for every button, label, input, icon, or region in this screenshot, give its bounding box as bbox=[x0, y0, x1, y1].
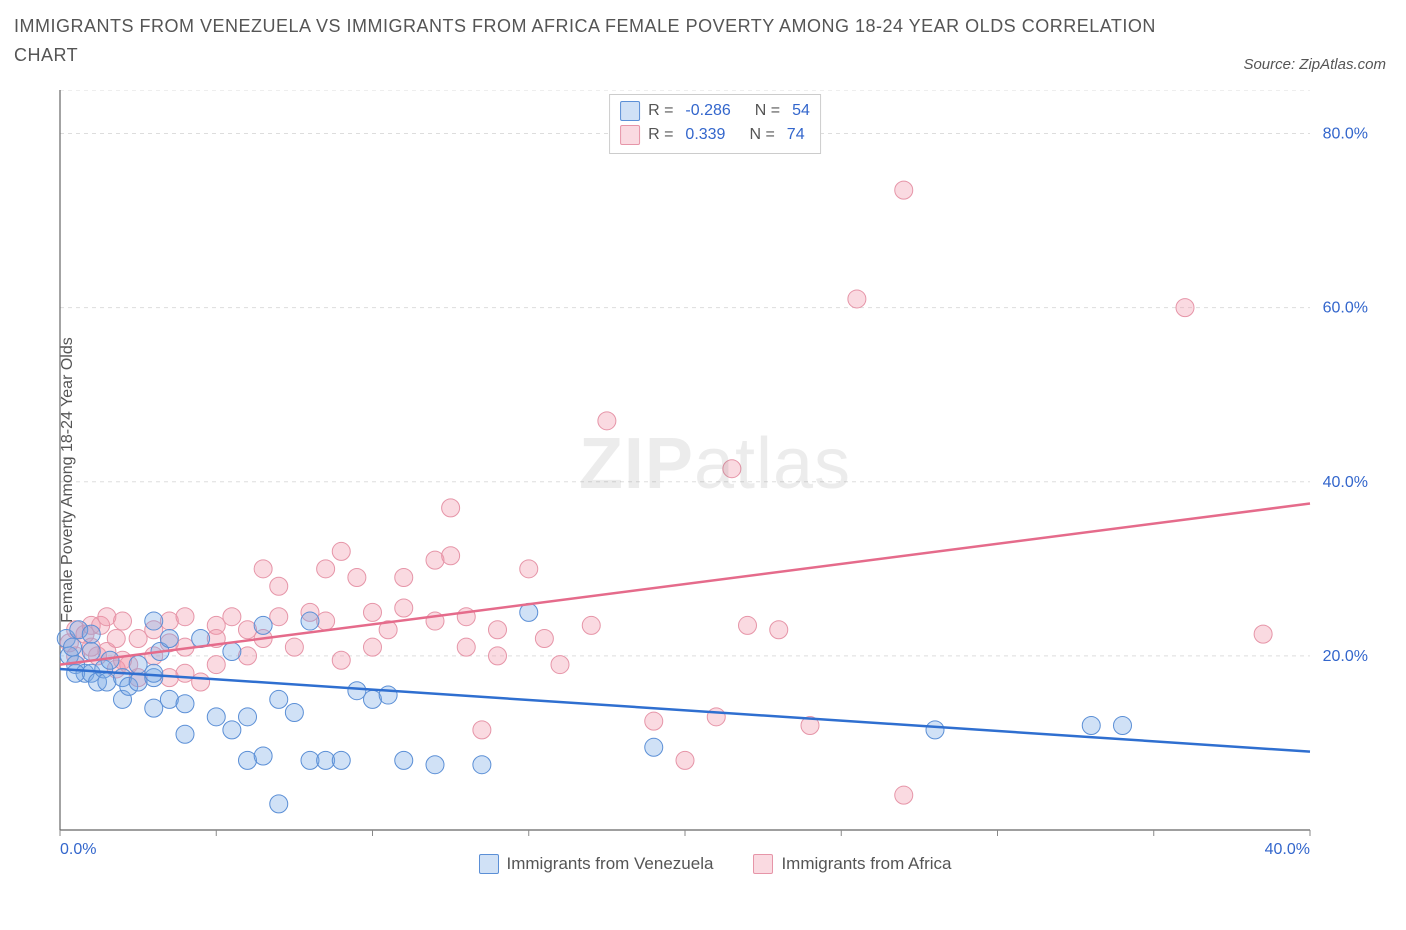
r-value-africa: 0.339 bbox=[685, 123, 725, 147]
r-label: R = bbox=[648, 99, 673, 123]
n-value-venezuela: 54 bbox=[792, 99, 810, 123]
legend-row-venezuela: R = -0.286 N = 54 bbox=[620, 99, 810, 123]
swatch-venezuela bbox=[479, 854, 499, 874]
swatch-africa bbox=[620, 125, 640, 145]
legend-item-venezuela: Immigrants from Venezuela bbox=[479, 854, 714, 874]
source-label: Source: ZipAtlas.com bbox=[1243, 56, 1386, 73]
chart-container: IMMIGRANTS FROM VENEZUELA VS IMMIGRANTS … bbox=[0, 0, 1406, 930]
legend-row-africa: R = 0.339 N = 74 bbox=[620, 123, 810, 147]
y-axis-label: Female Poverty Among 18-24 Year Olds bbox=[59, 337, 77, 623]
series-label-africa: Immigrants from Africa bbox=[781, 854, 951, 874]
svg-text:60.0%: 60.0% bbox=[1323, 300, 1368, 317]
swatch-venezuela bbox=[620, 101, 640, 121]
n-value-africa: 74 bbox=[787, 123, 805, 147]
r-value-venezuela: -0.286 bbox=[685, 99, 730, 123]
scatter-chart: 0.0%40.0%20.0%40.0%60.0%80.0% bbox=[50, 90, 1380, 870]
legend-series: Immigrants from Venezuela Immigrants fro… bbox=[50, 854, 1380, 874]
svg-text:80.0%: 80.0% bbox=[1323, 126, 1368, 143]
legend-correlation: R = -0.286 N = 54 R = 0.339 N = 74 bbox=[609, 94, 821, 154]
r-label: R = bbox=[648, 123, 673, 147]
chart-title: IMMIGRANTS FROM VENEZUELA VS IMMIGRANTS … bbox=[14, 12, 1186, 70]
plot-area: Female Poverty Among 18-24 Year Olds 0.0… bbox=[50, 90, 1380, 870]
svg-text:40.0%: 40.0% bbox=[1323, 474, 1368, 491]
series-label-venezuela: Immigrants from Venezuela bbox=[507, 854, 714, 874]
svg-text:20.0%: 20.0% bbox=[1323, 648, 1368, 665]
legend-item-africa: Immigrants from Africa bbox=[753, 854, 951, 874]
n-label: N = bbox=[749, 123, 774, 147]
n-label: N = bbox=[755, 99, 780, 123]
swatch-africa bbox=[753, 854, 773, 874]
